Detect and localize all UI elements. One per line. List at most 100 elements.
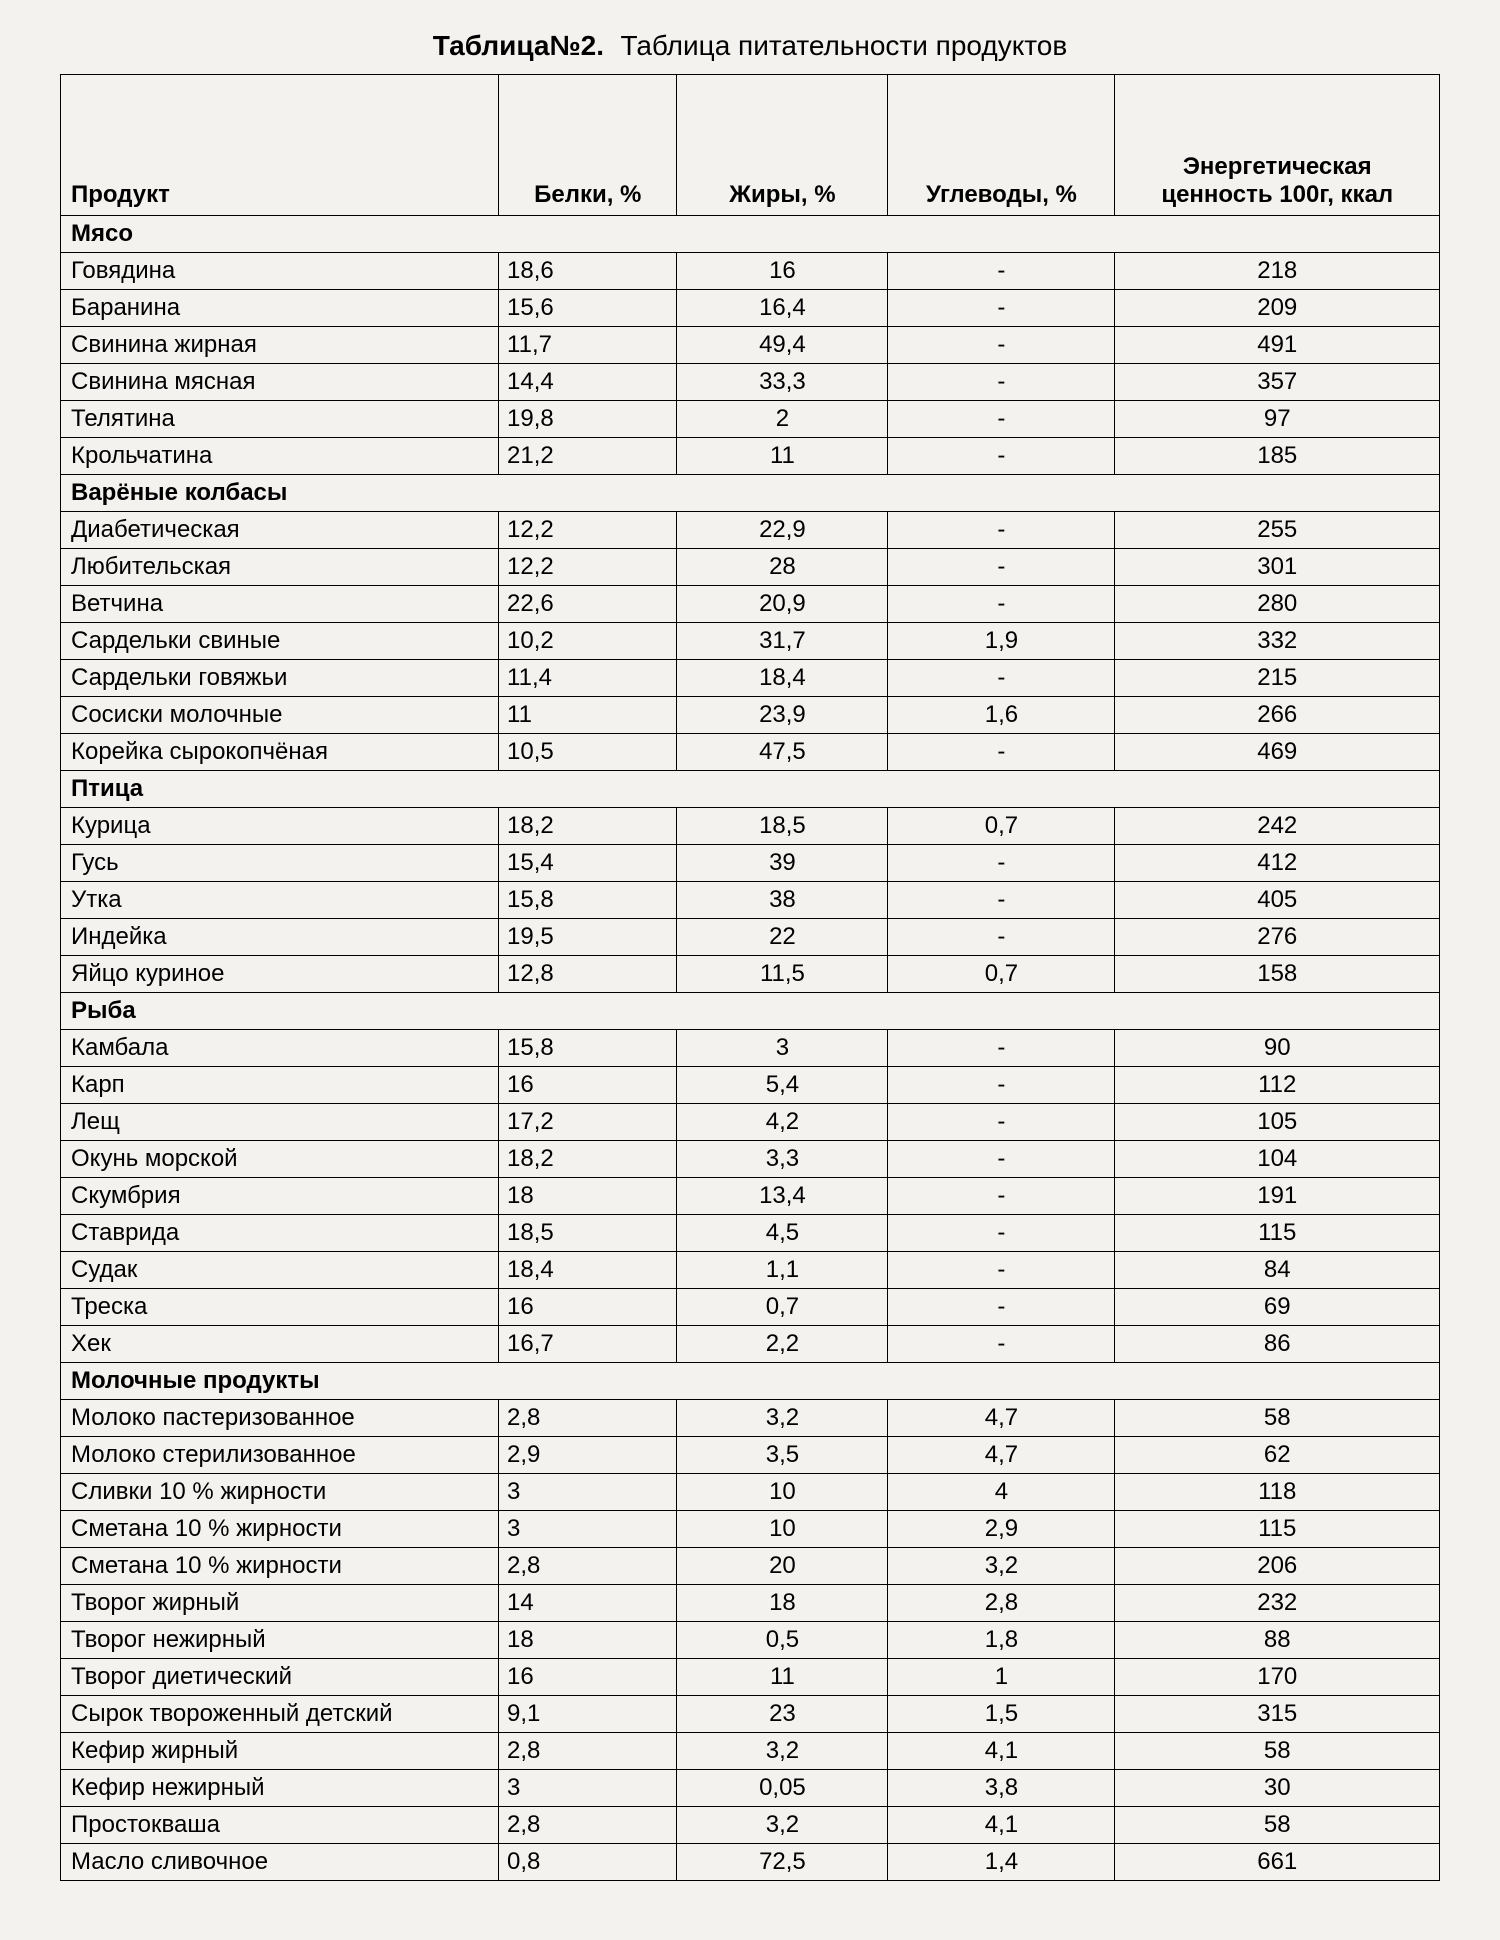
title-normal: Таблица питательности продуктов [620, 30, 1067, 61]
cell-carb: - [888, 660, 1115, 697]
cell-energy: 84 [1115, 1252, 1440, 1289]
cell-energy: 185 [1115, 438, 1440, 475]
section-header-row: Рыба [61, 993, 1440, 1030]
cell-protein: 19,5 [499, 919, 677, 956]
cell-product: Сардельки говяжьи [61, 660, 499, 697]
cell-product: Судак [61, 1252, 499, 1289]
col-product-header: Продукт [61, 75, 499, 216]
cell-fat: 49,4 [677, 327, 888, 364]
cell-energy: 104 [1115, 1141, 1440, 1178]
cell-carb: - [888, 845, 1115, 882]
cell-protein: 2,8 [499, 1733, 677, 1770]
cell-protein: 2,9 [499, 1437, 677, 1474]
table-row: Карп165,4-112 [61, 1067, 1440, 1104]
cell-product: Хек [61, 1326, 499, 1363]
cell-product: Курица [61, 808, 499, 845]
cell-energy: 90 [1115, 1030, 1440, 1067]
cell-protein: 14,4 [499, 364, 677, 401]
cell-product: Любительская [61, 549, 499, 586]
cell-energy: 357 [1115, 364, 1440, 401]
cell-energy: 255 [1115, 512, 1440, 549]
cell-carb: - [888, 1030, 1115, 1067]
cell-protein: 12,2 [499, 549, 677, 586]
cell-energy: 170 [1115, 1659, 1440, 1696]
cell-carb: - [888, 549, 1115, 586]
cell-product: Скумбрия [61, 1178, 499, 1215]
cell-carb: - [888, 327, 1115, 364]
cell-product: Камбала [61, 1030, 499, 1067]
table-row: Треска160,7-69 [61, 1289, 1440, 1326]
cell-protein: 18,4 [499, 1252, 677, 1289]
cell-energy: 88 [1115, 1622, 1440, 1659]
cell-fat: 16 [677, 253, 888, 290]
cell-carb: 0,7 [888, 808, 1115, 845]
header-row: Продукт Белки, % Жиры, % Углеводы, % Эне… [61, 75, 1440, 216]
cell-fat: 0,05 [677, 1770, 888, 1807]
cell-energy: 115 [1115, 1511, 1440, 1548]
cell-carb: - [888, 1215, 1115, 1252]
cell-protein: 21,2 [499, 438, 677, 475]
cell-fat: 33,3 [677, 364, 888, 401]
cell-carb: 4,7 [888, 1400, 1115, 1437]
cell-fat: 5,4 [677, 1067, 888, 1104]
cell-product: Сливки 10 % жирности [61, 1474, 499, 1511]
table-row: Хек16,72,2-86 [61, 1326, 1440, 1363]
table-row: Сметана 10 % жирности2,8203,2206 [61, 1548, 1440, 1585]
cell-product: Лещ [61, 1104, 499, 1141]
cell-carb: - [888, 1289, 1115, 1326]
table-row: Сосиски молочные1123,91,6266 [61, 697, 1440, 734]
cell-carb: 4,7 [888, 1437, 1115, 1474]
cell-carb: - [888, 734, 1115, 771]
cell-energy: 58 [1115, 1400, 1440, 1437]
table-row: Камбала15,83-90 [61, 1030, 1440, 1067]
cell-protein: 16 [499, 1289, 677, 1326]
cell-energy: 315 [1115, 1696, 1440, 1733]
cell-product: Кефир нежирный [61, 1770, 499, 1807]
cell-fat: 3,2 [677, 1400, 888, 1437]
cell-energy: 58 [1115, 1733, 1440, 1770]
cell-energy: 115 [1115, 1215, 1440, 1252]
cell-fat: 3,3 [677, 1141, 888, 1178]
cell-energy: 97 [1115, 401, 1440, 438]
nutrition-table: Продукт Белки, % Жиры, % Углеводы, % Эне… [60, 74, 1440, 1881]
cell-protein: 18 [499, 1622, 677, 1659]
table-row: Сардельки говяжьи11,418,4-215 [61, 660, 1440, 697]
cell-fat: 0,5 [677, 1622, 888, 1659]
cell-fat: 3,2 [677, 1807, 888, 1844]
cell-energy: 206 [1115, 1548, 1440, 1585]
cell-protein: 11 [499, 697, 677, 734]
cell-product: Корейка сырокопчёная [61, 734, 499, 771]
cell-protein: 10,5 [499, 734, 677, 771]
cell-product: Сырок твороженный детский [61, 1696, 499, 1733]
cell-product: Творог жирный [61, 1585, 499, 1622]
cell-protein: 16 [499, 1067, 677, 1104]
cell-product: Утка [61, 882, 499, 919]
cell-energy: 30 [1115, 1770, 1440, 1807]
cell-protein: 3 [499, 1770, 677, 1807]
cell-carb: 1 [888, 1659, 1115, 1696]
cell-product: Карп [61, 1067, 499, 1104]
cell-carb: 1,4 [888, 1844, 1115, 1881]
cell-fat: 11 [677, 438, 888, 475]
cell-product: Диабетическая [61, 512, 499, 549]
table-row: Баранина15,616,4-209 [61, 290, 1440, 327]
cell-product: Крольчатина [61, 438, 499, 475]
cell-carb: 3,8 [888, 1770, 1115, 1807]
cell-fat: 72,5 [677, 1844, 888, 1881]
cell-energy: 62 [1115, 1437, 1440, 1474]
cell-fat: 11,5 [677, 956, 888, 993]
table-row: Скумбрия1813,4-191 [61, 1178, 1440, 1215]
cell-carb: - [888, 1104, 1115, 1141]
cell-carb: 4,1 [888, 1733, 1115, 1770]
table-title: Таблица№2. Таблица питательности продукт… [60, 30, 1440, 62]
cell-fat: 4,5 [677, 1215, 888, 1252]
cell-fat: 11 [677, 1659, 888, 1696]
cell-protein: 18,2 [499, 808, 677, 845]
cell-protein: 18,6 [499, 253, 677, 290]
section-name: Варёные колбасы [61, 475, 1440, 512]
col-protein-header: Белки, % [499, 75, 677, 216]
cell-product: Молоко пастеризованное [61, 1400, 499, 1437]
cell-product: Индейка [61, 919, 499, 956]
table-row: Простокваша2,83,24,158 [61, 1807, 1440, 1844]
cell-energy: 276 [1115, 919, 1440, 956]
